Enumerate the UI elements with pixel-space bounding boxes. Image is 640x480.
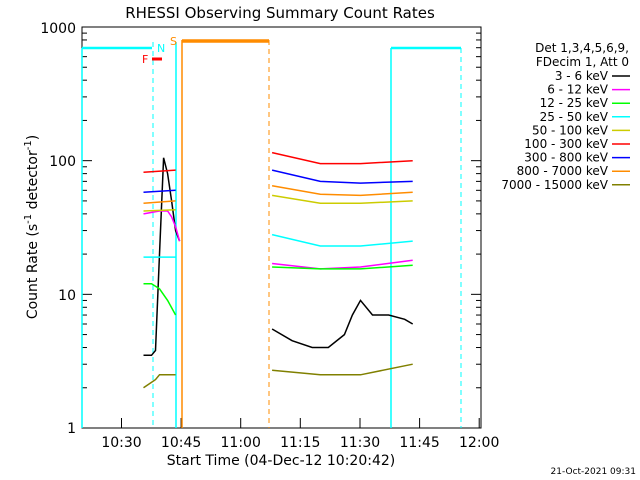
legend-header-line1: Det 1,3,4,5,6,9, bbox=[535, 41, 629, 55]
y-axis-label: Count Rate (s-1 detector-1) bbox=[23, 135, 41, 319]
plot-frame bbox=[81, 26, 482, 429]
series-line-3-6-kev-kev bbox=[143, 157, 181, 357]
y-tick-label: 1000 bbox=[40, 21, 76, 37]
legend-label: 3 - 6 keV bbox=[555, 69, 609, 83]
y-tick-label: 10 bbox=[58, 288, 76, 304]
series-line-12-25-kev-kev bbox=[143, 282, 177, 316]
x-axis: 10:30 10:45 11:00 11:15 11:30 11:45 12:0… bbox=[101, 418, 499, 451]
saa-flag-label: S bbox=[170, 35, 177, 48]
y-tick-label: 1 bbox=[67, 421, 76, 437]
x-tick-label: 10:45 bbox=[161, 435, 201, 451]
night-flag-label: N bbox=[157, 42, 165, 55]
series-line-800-7000-kev-kev bbox=[271, 184, 413, 197]
series-line-50-100-kev-kev bbox=[143, 208, 176, 212]
legend-label: 7000 - 15000 keV bbox=[501, 178, 608, 192]
legend-label: 800 - 7000 keV bbox=[517, 164, 609, 178]
x-tick-label: 12:00 bbox=[459, 435, 499, 451]
series-line-3-6-kev-kev bbox=[271, 299, 414, 349]
x-tick-label: 11:30 bbox=[340, 435, 380, 451]
x-tick-label: 11:45 bbox=[399, 435, 439, 451]
series-line-12-25-kev-kev bbox=[272, 264, 413, 270]
legend-label: 25 - 50 keV bbox=[540, 110, 609, 124]
x-tick-label: 11:15 bbox=[280, 435, 320, 451]
y-axis bbox=[82, 32, 481, 429]
series-layer bbox=[143, 151, 414, 389]
x-tick-label: 10:30 bbox=[101, 435, 141, 451]
series-line-6-12-kev-kev bbox=[143, 210, 181, 242]
series-line-100-300-kev-kev bbox=[143, 169, 176, 173]
legend: Det 1,3,4,5,6,9, FDecim 1, Att 0 3 - 6 k… bbox=[501, 41, 630, 192]
series-line-100-300-kev-kev bbox=[271, 151, 413, 165]
series-line-300-800-kev-kev bbox=[143, 189, 176, 194]
legend-label: 100 - 300 keV bbox=[524, 137, 608, 151]
x-tick-label: 11:00 bbox=[221, 435, 261, 451]
legend-label: 300 - 800 keV bbox=[524, 151, 608, 165]
legend-header-line2: FDecim 1, Att 0 bbox=[536, 55, 629, 69]
x-axis-label: Start Time (04-Dec-12 10:20:42) bbox=[167, 453, 395, 469]
y-tick-label: 100 bbox=[49, 154, 76, 170]
legend-label: 12 - 25 keV bbox=[540, 96, 609, 110]
flare-flag-label: F bbox=[142, 53, 148, 66]
legend-label: 50 - 100 keV bbox=[532, 123, 609, 137]
series-line-6-12-kev-kev bbox=[272, 259, 413, 270]
series-line-50-100-kev-kev bbox=[271, 194, 413, 205]
legend-label: 6 - 12 keV bbox=[547, 83, 609, 97]
attenuator-and-region-markers: F N S bbox=[81, 35, 462, 428]
y-tick-labels: 1 10 100 1000 bbox=[40, 21, 76, 437]
series-line-7000-15000-kev-kev bbox=[143, 374, 176, 389]
series-line-25-50-kev-kev bbox=[271, 233, 413, 247]
series-line-800-7000-kev-kev bbox=[143, 200, 176, 205]
series-line-7000-15000-kev-kev bbox=[272, 363, 413, 376]
chart-title: RHESSI Observing Summary Count Rates bbox=[125, 4, 435, 22]
generation-timestamp: 21-Oct-2021 09:31 bbox=[551, 467, 636, 477]
series-line-300-800-kev-kev bbox=[271, 169, 413, 184]
